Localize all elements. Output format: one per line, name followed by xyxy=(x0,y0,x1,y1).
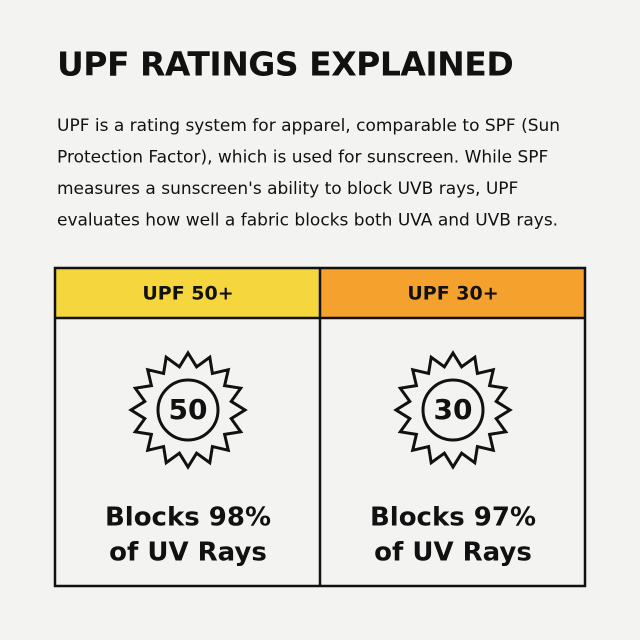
block-text: Blocks 97% xyxy=(370,503,536,533)
column-header: UPF 50+ xyxy=(142,283,233,305)
sun-icon xyxy=(393,350,513,470)
badge-number: 30 xyxy=(434,393,473,426)
block-text: of UV Rays xyxy=(374,538,532,568)
body-line: measures a sunscreen's ability to block … xyxy=(57,179,518,199)
body-line: evaluates how well a fabric blocks both … xyxy=(57,211,558,231)
badge-number: 50 xyxy=(169,393,208,426)
body-line: UPF is a rating system for apparel, comp… xyxy=(57,116,560,136)
column-header: UPF 30+ xyxy=(407,283,498,305)
header-cell xyxy=(320,268,585,318)
sun-icon xyxy=(128,350,248,470)
sun-center xyxy=(421,378,485,442)
sun-center xyxy=(156,378,220,442)
block-text: Blocks 98% xyxy=(105,503,271,533)
body-line: Protection Factor), which is used for su… xyxy=(57,148,548,168)
header-cell xyxy=(55,268,320,318)
block-text: of UV Rays xyxy=(109,538,267,568)
title: UPF RATINGS EXPLAINED xyxy=(57,45,513,84)
